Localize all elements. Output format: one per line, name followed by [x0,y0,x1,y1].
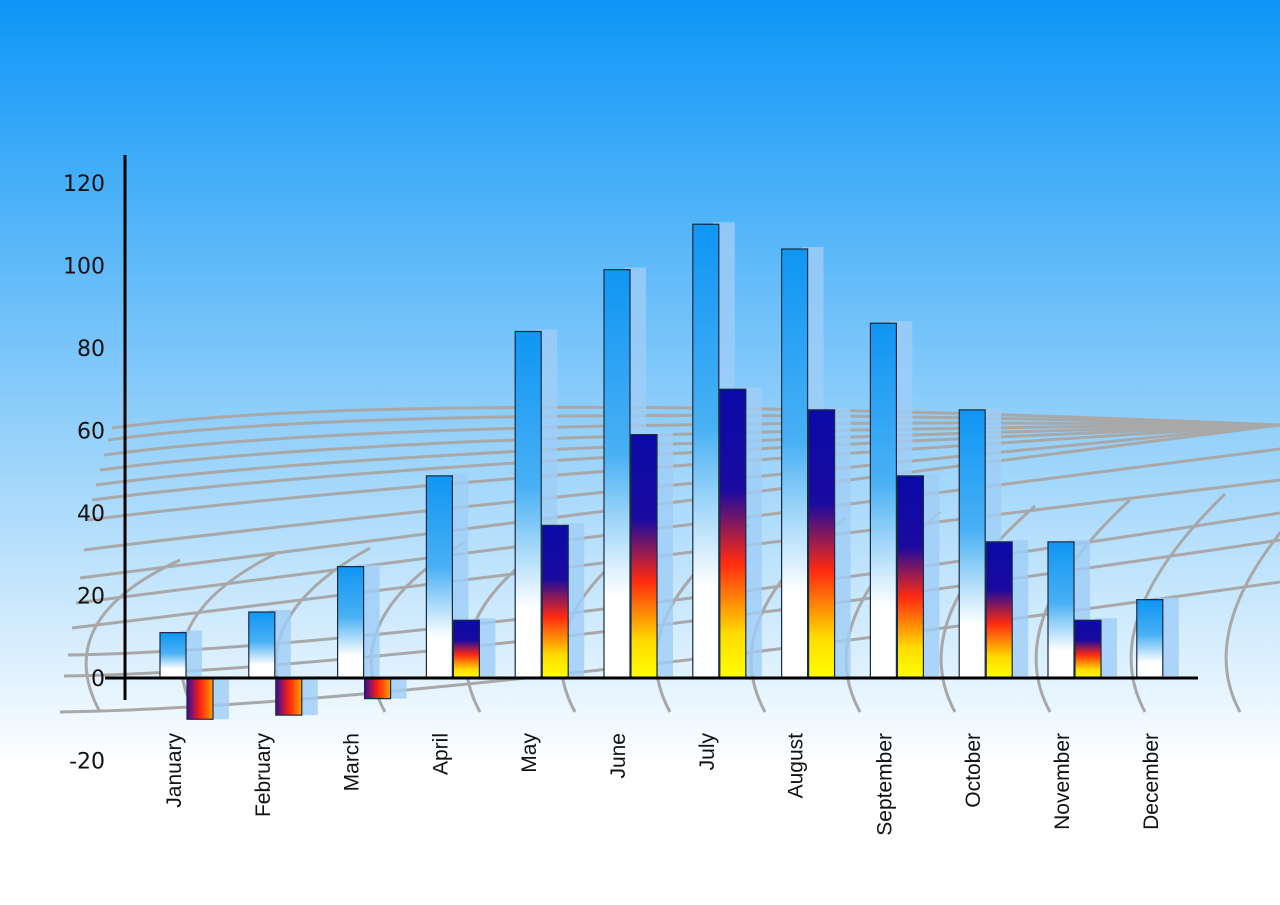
x-tick-label-november: November [1051,733,1074,830]
bar-may-series-2 [541,524,569,679]
bar-august-series-1 [780,248,809,679]
bar-march-series-2 [364,677,392,700]
bar-july-series-2 [719,388,747,679]
y-tick-label: 20 [77,585,105,610]
bar-april-series-2 [452,619,480,679]
bar-june-series-1 [603,269,631,679]
bar-november-series-2 [1074,619,1102,679]
grid-line [1034,498,1132,713]
x-tick-label-may: May [518,733,541,773]
x-tick-label-april: April [429,733,452,775]
bar-december-series-1 [1136,599,1164,679]
y-tick-label: 60 [77,420,105,445]
bar-april-series-1 [425,475,453,679]
bar-september-series-1 [869,322,898,679]
bar-may-series-1 [514,330,542,679]
y-tick-label: 80 [77,337,105,362]
x-tick-label-october: October [962,733,985,808]
bar-march-series-1 [337,566,365,679]
y-tick-label: 40 [77,502,105,527]
bar-october-series-2 [985,541,1013,679]
x-tick-label-december: December [1140,733,1163,830]
bar-june-series-2 [630,434,658,679]
bar-january-series-2 [186,677,214,720]
x-tick-label-august: August [785,733,808,799]
bar-july-series-1 [692,223,720,679]
x-tick-label-february: February [252,733,275,818]
bar-august-series-2 [807,409,836,679]
grid-line [939,504,1036,713]
x-tick-label-march: March [341,733,364,791]
bar-november-series-1 [1047,541,1075,679]
y-tick-label: -20 [69,750,105,775]
bar-february-series-2 [275,677,303,716]
bar-february-series-1 [248,611,276,679]
grid-line [1224,530,1280,713]
y-tick-label: 120 [63,172,105,197]
x-tick-label-july: July [696,733,719,771]
bar-january-series-1 [159,632,187,679]
x-tick-label-june: June [607,733,630,779]
bar-september-series-2 [896,475,925,679]
x-tick-label-september: September [873,733,896,836]
y-tick-label: 0 [91,667,105,692]
grid-line [179,552,276,713]
bar-october-series-1 [958,409,986,679]
y-tick-label: 100 [63,255,105,280]
grid-line [84,558,181,713]
x-tick-label-january: January [163,733,186,808]
